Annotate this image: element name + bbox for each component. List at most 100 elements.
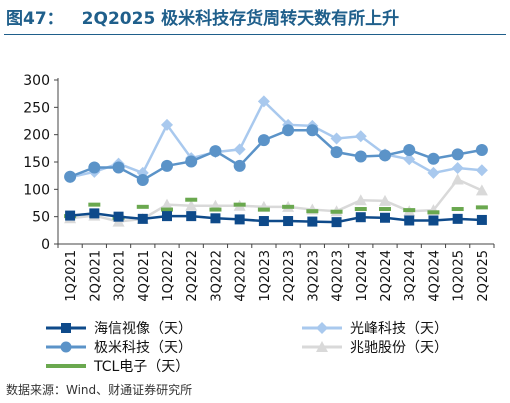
x-tick-label: 3Q2023 bbox=[306, 250, 321, 302]
series-3-point bbox=[475, 184, 488, 196]
series-0-point bbox=[331, 217, 342, 228]
series-1-point bbox=[451, 162, 464, 175]
figure-number: 图47： bbox=[6, 9, 64, 29]
series-4-point bbox=[282, 204, 295, 209]
series-0-point bbox=[355, 212, 366, 223]
series-4-point bbox=[136, 204, 149, 209]
series-0-point bbox=[113, 211, 124, 222]
y-tick-label: 0 bbox=[41, 237, 50, 253]
series-1-point bbox=[161, 118, 173, 131]
series-0-point bbox=[283, 216, 294, 227]
series-4-point bbox=[88, 202, 101, 207]
series-1-point bbox=[257, 95, 270, 108]
y-tick-label: 150 bbox=[23, 155, 50, 171]
series-2-point bbox=[403, 143, 416, 156]
y-tick-label: 50 bbox=[32, 210, 50, 226]
series-0-point bbox=[452, 213, 463, 224]
series-1-point bbox=[475, 164, 488, 177]
x-tick-label: 1Q2022 bbox=[161, 250, 176, 302]
series-4-point bbox=[451, 207, 464, 212]
series-0-point bbox=[476, 214, 487, 225]
series-2-point bbox=[233, 159, 246, 172]
series-4-point bbox=[354, 207, 367, 212]
x-tick-label: 3Q2021 bbox=[113, 250, 128, 302]
series-4-point bbox=[233, 202, 246, 207]
series-1-point bbox=[330, 132, 343, 145]
x-tick-label: 3Q2024 bbox=[403, 250, 418, 302]
x-tick-label: 2Q2025 bbox=[476, 250, 491, 302]
series-4-point bbox=[257, 207, 270, 212]
series-2-point bbox=[427, 152, 440, 165]
series-2-point bbox=[257, 134, 270, 147]
series-3-point bbox=[379, 194, 391, 206]
x-tick-label: 1Q2021 bbox=[64, 250, 79, 302]
figure-title-text: 2Q2025 极米科技存货周转天数有所上升 bbox=[81, 9, 400, 29]
series-4-point bbox=[185, 197, 198, 202]
x-tick-label: 2Q2021 bbox=[88, 250, 103, 302]
series-1-point bbox=[354, 130, 367, 143]
x-tick-label: 1Q2023 bbox=[258, 250, 273, 302]
series-1-point bbox=[403, 153, 416, 166]
series-0-point bbox=[65, 210, 76, 221]
series-2-point bbox=[379, 149, 391, 162]
y-tick-label: 250 bbox=[23, 100, 50, 116]
series-0-point bbox=[258, 216, 269, 227]
title-divider bbox=[4, 34, 506, 35]
series-0-point bbox=[186, 211, 197, 222]
series-2-point bbox=[330, 146, 343, 159]
series-0-point bbox=[89, 208, 100, 219]
series-0-point bbox=[404, 215, 415, 226]
series-2-point bbox=[88, 161, 101, 174]
x-tick-label: 4Q2024 bbox=[427, 250, 442, 302]
series-2-point bbox=[64, 170, 77, 183]
series-2-point bbox=[161, 159, 173, 172]
series-0-point bbox=[380, 212, 390, 223]
series-2-point bbox=[306, 124, 319, 137]
series-0-point bbox=[137, 213, 148, 224]
x-tick-label: 1Q2025 bbox=[452, 250, 467, 302]
series-3-point bbox=[161, 198, 173, 210]
series-4-point bbox=[209, 207, 222, 212]
series-2-point bbox=[209, 145, 222, 158]
series-0-point bbox=[162, 211, 172, 222]
x-tick-label: 2Q2024 bbox=[379, 250, 394, 302]
series-4-point bbox=[161, 207, 173, 212]
series-4-point bbox=[403, 208, 416, 213]
series-1-point bbox=[427, 166, 440, 179]
series-2-point bbox=[185, 155, 198, 168]
series-3-point bbox=[354, 194, 367, 206]
x-tick-label: 3Q2022 bbox=[209, 250, 224, 302]
series-1-line bbox=[69, 99, 483, 179]
series-4-point bbox=[306, 209, 319, 214]
y-tick-label: 100 bbox=[23, 182, 50, 198]
series-2-point bbox=[475, 143, 488, 156]
series-4-point bbox=[475, 205, 488, 210]
x-tick-label: 4Q2023 bbox=[331, 250, 346, 302]
y-tick-label: 300 bbox=[23, 73, 50, 89]
x-tick-label: 1Q2024 bbox=[355, 250, 370, 302]
x-tick-label: 4Q2022 bbox=[234, 250, 249, 302]
series-1-point bbox=[233, 143, 246, 156]
series-2-point bbox=[354, 150, 367, 163]
figure-title: 图47： 2Q2025 极米科技存货周转天数有所上升 bbox=[6, 4, 399, 29]
x-tick-label: 2Q2023 bbox=[282, 250, 297, 302]
series-4-point bbox=[427, 210, 440, 215]
series-3-point bbox=[185, 199, 198, 211]
series-2-point bbox=[112, 161, 125, 174]
series-0-point bbox=[428, 215, 439, 226]
series-2-point bbox=[451, 148, 464, 161]
series-4-point bbox=[379, 207, 391, 212]
series-2-line bbox=[69, 129, 483, 182]
x-tick-label: 2Q2022 bbox=[185, 250, 200, 302]
x-tick-label: 4Q2021 bbox=[137, 250, 152, 302]
series-2-point bbox=[282, 124, 295, 137]
series-0-point bbox=[210, 213, 221, 224]
source-note: 数据来源：Wind、财通证券研究所 bbox=[6, 383, 193, 397]
series-3-line bbox=[69, 177, 483, 223]
y-tick-label: 200 bbox=[23, 128, 50, 144]
series-0-point bbox=[234, 214, 245, 225]
series-3-point bbox=[451, 173, 464, 185]
series-0-point bbox=[307, 216, 318, 227]
series-2-point bbox=[136, 174, 149, 187]
